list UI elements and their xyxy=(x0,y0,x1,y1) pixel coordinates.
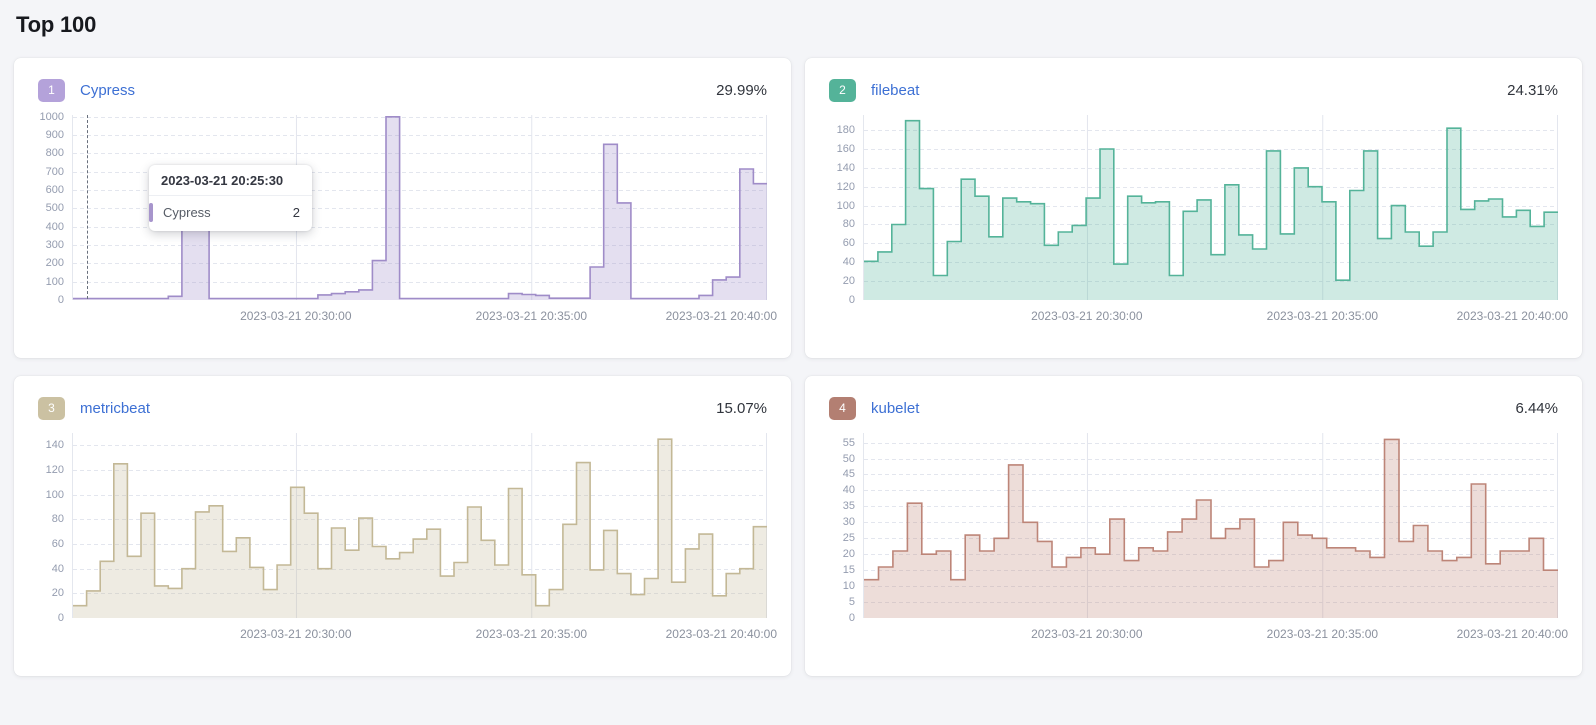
y-tick-label: 25 xyxy=(842,532,855,545)
y-tick-label: 50 xyxy=(842,452,855,465)
x-tick-label: 2023-03-21 20:40:00 xyxy=(1456,627,1569,641)
x-tick-label: 2023-03-21 20:30:00 xyxy=(1031,309,1143,323)
card-header: 1 Cypress 29.99% xyxy=(38,78,767,102)
y-tick-label: 40 xyxy=(51,562,64,575)
x-axis-labels: 2023-03-21 20:30:00 2023-03-21 20:35:00 … xyxy=(72,618,777,642)
x-tick-label: 2023-03-21 20:35:00 xyxy=(1266,627,1379,641)
x-axis-labels: 2023-03-21 20:30:00 2023-03-21 20:35:00 … xyxy=(863,618,1568,642)
x-axis-labels: 2023-03-21 20:30:00 2023-03-21 20:35:00 … xyxy=(863,300,1568,324)
y-tick-label: 200 xyxy=(45,257,64,270)
y-tick-label: 1000 xyxy=(39,110,64,123)
x-tick-label: 2023-03-21 20:40:00 xyxy=(665,627,778,641)
chart-area: 0 20 40 60 80 100 120 140 xyxy=(38,433,767,624)
chart-card-cypress: 1 Cypress 29.99% 0 100 200 300 400 500 600 700 8… xyxy=(14,58,791,358)
chart-card-kubelet: 4 kubelet 6.44% 0 5 10 15 20 25 30 35 40 45 50 55 2… xyxy=(805,376,1582,676)
y-tick-label: 10 xyxy=(842,580,855,593)
chart-plot[interactable] xyxy=(863,115,1558,300)
series-name-link[interactable]: metricbeat xyxy=(80,399,151,417)
y-tick-label: 5 xyxy=(848,596,855,609)
y-tick-label: 0 xyxy=(57,612,64,624)
y-tick-label: 100 xyxy=(45,275,64,288)
x-tick-label: 2023-03-21 20:35:00 xyxy=(1266,309,1379,323)
y-tick-label: 80 xyxy=(842,218,855,231)
tooltip-timestamp: 2023-03-21 20:25:30 xyxy=(149,173,312,196)
y-tick-label: 900 xyxy=(45,129,64,142)
chart-plot[interactable] xyxy=(72,433,767,618)
y-tick-label: 40 xyxy=(842,256,855,269)
y-tick-label: 140 xyxy=(45,439,64,452)
chart-area: 0 5 10 15 20 25 30 35 40 45 50 55 xyxy=(829,433,1558,624)
x-tick-label: 2023-03-21 20:30:00 xyxy=(1031,627,1143,641)
y-tick-label: 400 xyxy=(45,220,64,233)
y-tick-label: 0 xyxy=(848,612,855,624)
y-tick-label: 0 xyxy=(848,294,855,306)
y-tick-label: 600 xyxy=(45,184,64,197)
y-tick-label: 20 xyxy=(842,275,855,288)
y-tick-label: 500 xyxy=(45,202,64,215)
x-tick-label: 2023-03-21 20:35:00 xyxy=(475,627,588,641)
rank-badge: 4 xyxy=(829,396,856,420)
page-title: Top 100 xyxy=(16,12,97,37)
tooltip-series-row: Cypress 2 xyxy=(149,196,312,231)
chart-plot[interactable] xyxy=(863,433,1558,618)
crosshair-cursor-line xyxy=(87,115,88,299)
y-tick-label: 55 xyxy=(842,436,855,449)
tooltip-series-value: 2 xyxy=(292,205,300,220)
rank-badge: 3 xyxy=(38,396,65,420)
x-tick-label: 2023-03-21 20:30:00 xyxy=(240,627,352,641)
y-tick-label: 60 xyxy=(51,538,64,550)
y-tick-label: 100 xyxy=(45,488,64,501)
percent-value: 6.44% xyxy=(1515,399,1558,417)
y-tick-label: 35 xyxy=(842,500,855,513)
y-tick-label: 80 xyxy=(51,513,64,526)
chart-area: 0 20 40 60 80 100 120 140 160 180 xyxy=(829,115,1558,306)
chart-plot[interactable]: 2023-03-21 20:25:30 Cypress 2 xyxy=(72,115,767,300)
chart-tooltip: 2023-03-21 20:25:30 Cypress 2 xyxy=(149,165,312,231)
x-tick-label: 2023-03-21 20:40:00 xyxy=(1456,309,1569,323)
percent-value: 24.31% xyxy=(1507,81,1558,99)
y-tick-label: 45 xyxy=(842,468,855,481)
tooltip-series-marker xyxy=(149,203,153,222)
y-tick-label: 120 xyxy=(45,464,64,476)
series-name-link[interactable]: kubelet xyxy=(871,399,920,417)
y-tick-label: 120 xyxy=(836,180,855,193)
series-name-link[interactable]: Cypress xyxy=(80,81,136,99)
y-tick-label: 20 xyxy=(842,548,855,561)
chart-area: 0 100 200 300 400 500 600 700 800 900 1000 2023-03… xyxy=(38,111,767,306)
chart-card-metricbeat: 3 metricbeat 15.07% 0 20 40 60 80 100 120 140 2… xyxy=(14,376,791,676)
y-tick-label: 100 xyxy=(836,199,855,212)
y-tick-label: 140 xyxy=(836,161,855,174)
y-tick-label: 20 xyxy=(51,587,64,600)
card-header: 4 kubelet 6.44% xyxy=(829,396,1558,420)
y-tick-label: 0 xyxy=(57,294,64,306)
tooltip-series-name: Cypress xyxy=(163,205,211,220)
percent-value: 15.07% xyxy=(716,399,767,417)
chart-card-filebeat: 2 filebeat 24.31% 0 20 40 60 80 100 120 140 160 1… xyxy=(805,58,1582,358)
y-tick-label: 30 xyxy=(842,516,855,529)
y-axis: 0 5 10 15 20 25 30 35 40 45 50 55 xyxy=(829,433,863,624)
dashboard-grid: 1 Cypress 29.99% 0 100 200 300 400 500 600 700 8… xyxy=(0,58,1596,676)
rank-badge: 2 xyxy=(829,78,856,102)
x-axis-labels: 2023-03-21 20:30:00 2023-03-21 20:35:00 … xyxy=(72,300,777,324)
y-tick-label: 700 xyxy=(45,165,64,178)
y-tick-label: 40 xyxy=(842,484,855,497)
series-name-link[interactable]: filebeat xyxy=(871,81,920,99)
card-header: 3 metricbeat 15.07% xyxy=(38,396,767,420)
rank-badge: 1 xyxy=(38,78,65,102)
y-axis: 0 20 40 60 80 100 120 140 xyxy=(38,433,72,624)
x-tick-label: 2023-03-21 20:40:00 xyxy=(665,309,778,323)
y-tick-label: 180 xyxy=(836,124,855,137)
y-axis: 0 100 200 300 400 500 600 700 800 900 1000 xyxy=(38,111,72,306)
x-tick-label: 2023-03-21 20:35:00 xyxy=(475,309,588,323)
y-axis: 0 20 40 60 80 100 120 140 160 180 xyxy=(829,115,863,306)
x-tick-label: 2023-03-21 20:30:00 xyxy=(240,309,352,323)
percent-value: 29.99% xyxy=(716,81,767,99)
card-header: 2 filebeat 24.31% xyxy=(829,78,1558,102)
y-tick-label: 800 xyxy=(45,147,64,160)
y-tick-label: 15 xyxy=(842,564,855,577)
y-tick-label: 60 xyxy=(842,237,855,250)
y-tick-label: 160 xyxy=(836,142,855,155)
y-tick-label: 300 xyxy=(45,239,64,252)
